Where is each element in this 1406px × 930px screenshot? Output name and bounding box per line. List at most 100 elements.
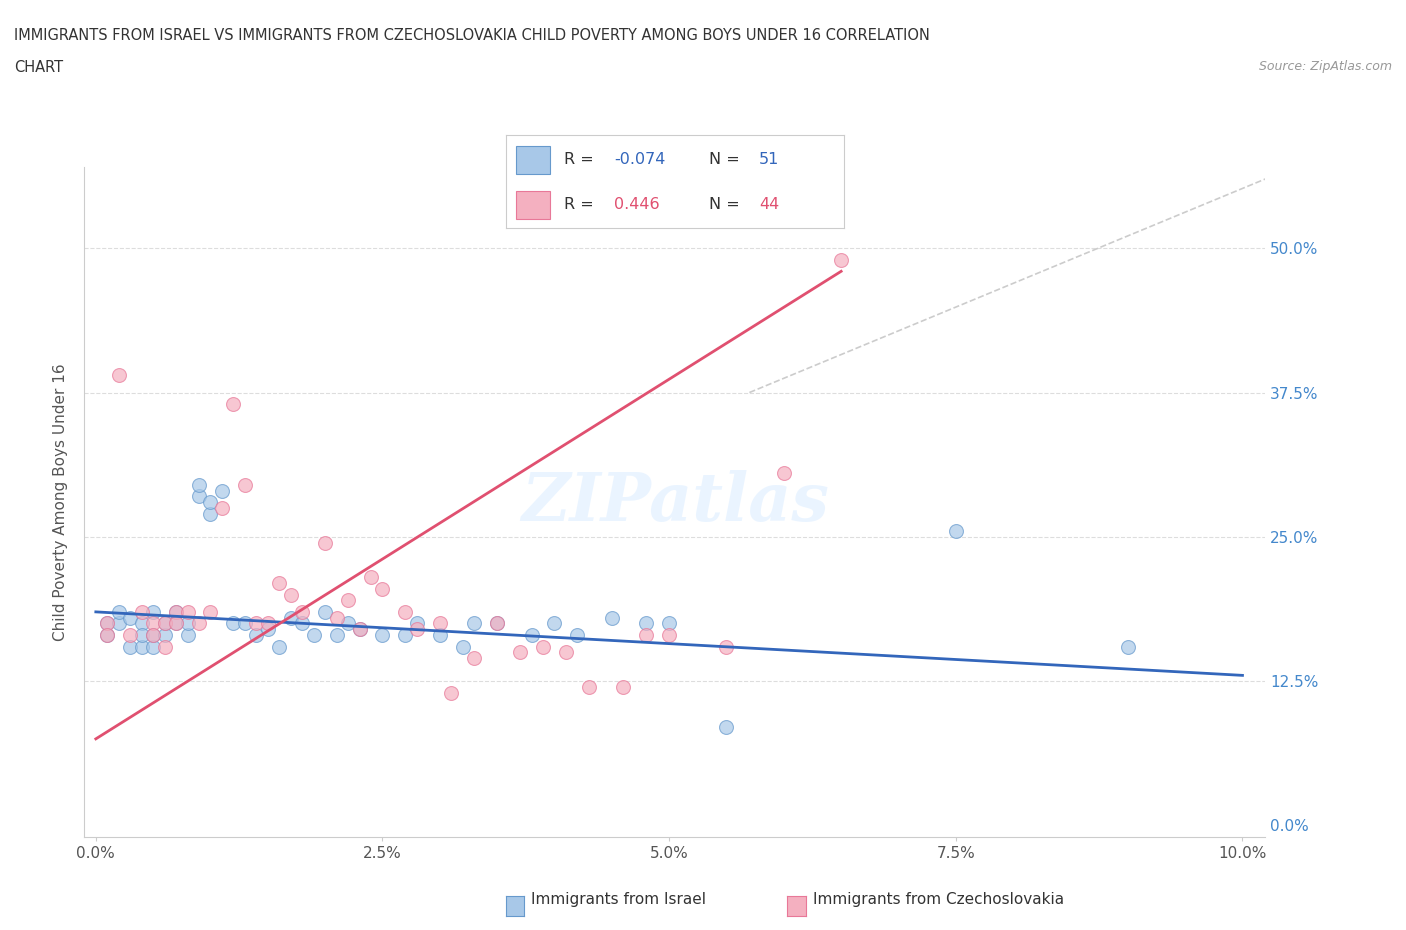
Point	[222, 616, 245, 631]
FancyBboxPatch shape	[516, 146, 550, 174]
Point	[211, 500, 233, 515]
Text: 44: 44	[759, 197, 779, 212]
Point	[302, 628, 325, 643]
Point	[107, 367, 129, 382]
Point	[256, 622, 278, 637]
Point	[269, 576, 291, 591]
Point	[165, 616, 187, 631]
Point	[256, 616, 278, 631]
Text: N =: N =	[709, 153, 745, 167]
Point	[233, 616, 256, 631]
Point	[233, 477, 256, 492]
Text: N =: N =	[709, 197, 745, 212]
Point	[394, 604, 416, 619]
Point	[349, 622, 371, 637]
Text: -0.074: -0.074	[614, 153, 665, 167]
Point	[325, 628, 347, 643]
Point	[131, 604, 153, 619]
Point	[486, 616, 509, 631]
Point	[291, 604, 314, 619]
Point	[200, 495, 222, 510]
Point	[142, 628, 165, 643]
Text: R =: R =	[564, 153, 599, 167]
Point	[131, 616, 153, 631]
Point	[429, 628, 451, 643]
Point	[440, 685, 463, 700]
Point	[636, 616, 658, 631]
Text: 0.446: 0.446	[614, 197, 659, 212]
Point	[543, 616, 565, 631]
Point	[165, 616, 187, 631]
Point	[120, 610, 142, 625]
Point	[291, 616, 314, 631]
Point	[176, 628, 198, 643]
Y-axis label: Child Poverty Among Boys Under 16: Child Poverty Among Boys Under 16	[53, 364, 69, 641]
Point	[463, 616, 485, 631]
Point	[188, 477, 211, 492]
Text: ZIPatlas: ZIPatlas	[522, 470, 828, 535]
Point	[200, 506, 222, 521]
Point	[360, 570, 382, 585]
Point	[945, 524, 967, 538]
Point	[188, 616, 211, 631]
Point	[96, 628, 118, 643]
Point	[107, 604, 129, 619]
Point	[96, 616, 118, 631]
Text: Immigrants from Israel: Immigrants from Israel	[531, 892, 706, 907]
Point	[486, 616, 509, 631]
Point	[120, 639, 142, 654]
Point	[406, 616, 429, 631]
Point	[555, 644, 578, 659]
Point	[337, 593, 360, 608]
Point	[531, 639, 554, 654]
Point	[716, 720, 738, 735]
Point	[131, 628, 153, 643]
Point	[120, 628, 142, 643]
Point	[222, 396, 245, 411]
Point	[245, 616, 267, 631]
Point	[830, 252, 852, 267]
Point	[371, 581, 394, 596]
Point	[567, 628, 589, 643]
Point	[131, 639, 153, 654]
Point	[578, 680, 600, 695]
Point	[280, 587, 302, 602]
Text: IMMIGRANTS FROM ISRAEL VS IMMIGRANTS FROM CZECHOSLOVAKIA CHILD POVERTY AMONG BOY: IMMIGRANTS FROM ISRAEL VS IMMIGRANTS FRO…	[14, 28, 929, 43]
Point	[153, 616, 176, 631]
Point	[520, 628, 543, 643]
Point	[600, 610, 623, 625]
FancyBboxPatch shape	[516, 191, 550, 219]
Point	[176, 604, 198, 619]
Point	[153, 616, 176, 631]
Point	[406, 622, 429, 637]
Point	[658, 616, 681, 631]
Point	[463, 651, 485, 666]
Point	[269, 639, 291, 654]
Point	[165, 604, 187, 619]
Point	[325, 610, 347, 625]
Point	[394, 628, 416, 643]
Point	[280, 610, 302, 625]
Point	[314, 604, 336, 619]
Point	[509, 644, 531, 659]
Text: R =: R =	[564, 197, 603, 212]
Point	[636, 628, 658, 643]
Point	[451, 639, 474, 654]
Point	[314, 535, 336, 550]
Point	[153, 639, 176, 654]
Point	[96, 616, 118, 631]
Point	[658, 628, 681, 643]
Text: 51: 51	[759, 153, 779, 167]
Point	[1116, 639, 1139, 654]
Point	[142, 616, 165, 631]
Point	[188, 489, 211, 504]
Point	[716, 639, 738, 654]
Point	[337, 616, 360, 631]
Point	[142, 639, 165, 654]
Point	[371, 628, 394, 643]
Point	[349, 622, 371, 637]
Point	[429, 616, 451, 631]
Point	[107, 616, 129, 631]
Point	[96, 628, 118, 643]
Point	[176, 616, 198, 631]
